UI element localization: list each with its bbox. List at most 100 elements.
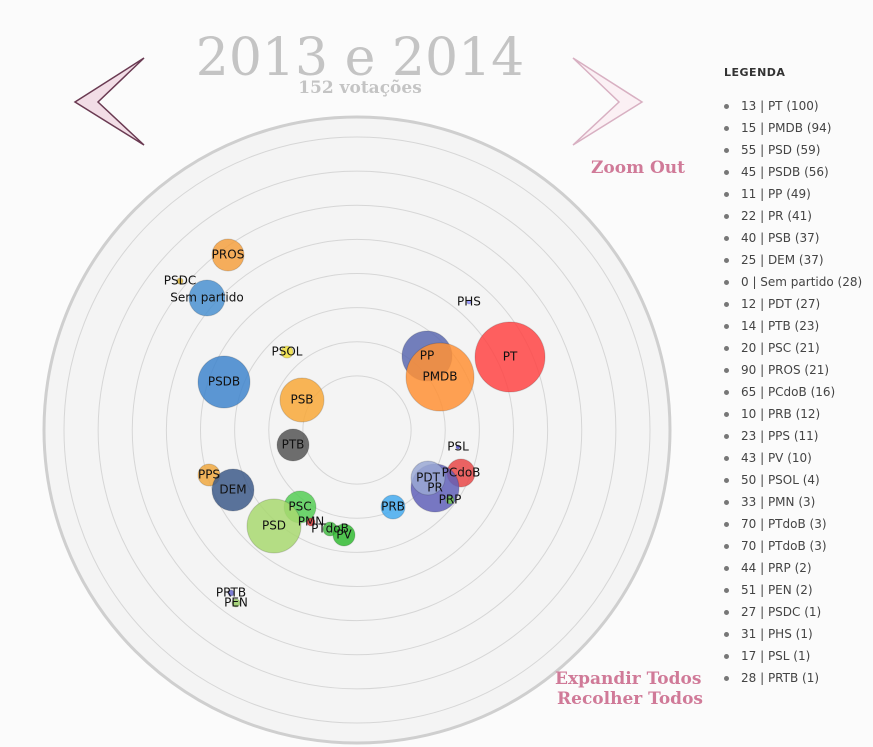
party-bubble[interactable] xyxy=(380,494,406,520)
party-bubble-label: PMN xyxy=(298,515,325,529)
party-bubble[interactable] xyxy=(246,498,302,554)
legend-item[interactable]: 11 | PP (49) xyxy=(724,183,862,205)
party-bubble-chart: PROS PSDC Sem partido PHS PSOL PT PP PMDB PSDB PS… xyxy=(42,115,672,745)
legend-item[interactable]: 65 | PCdoB (16) xyxy=(724,381,862,403)
party-bubble-label: Sem partido xyxy=(170,291,243,305)
legend-item[interactable]: 40 | PSB (37) xyxy=(724,227,862,249)
bullet-icon xyxy=(724,676,729,681)
bullet-icon xyxy=(724,302,729,307)
legend-item[interactable]: 43 | PV (10) xyxy=(724,447,862,469)
chart-ring xyxy=(131,204,583,656)
party-bubble[interactable] xyxy=(227,589,235,597)
bullet-icon xyxy=(724,104,729,109)
party-bubble[interactable] xyxy=(410,460,446,496)
legend-item[interactable]: 10 | PRB (12) xyxy=(724,403,862,425)
chevron-left-icon[interactable] xyxy=(72,55,152,150)
party-bubble[interactable] xyxy=(211,238,245,272)
bullet-icon xyxy=(724,148,729,153)
legend-item[interactable]: 70 | PTdoB (3) xyxy=(724,513,862,535)
party-bubble[interactable] xyxy=(188,279,226,317)
bullet-icon xyxy=(724,280,729,285)
legend-item[interactable]: 15 | PMDB (94) xyxy=(724,117,862,139)
party-bubble-label: PSDB xyxy=(208,375,240,389)
legend-item-label: 33 | PMN (3) xyxy=(741,495,816,509)
legend-item[interactable]: 23 | PPS (11) xyxy=(724,425,862,447)
legend-item-label: 55 | PSD (59) xyxy=(741,143,821,157)
collapse-all-link[interactable]: Recolher Todos xyxy=(557,689,703,709)
party-bubble-label: PDT xyxy=(416,471,440,485)
legend: LEGENDA 13 | PT (100) 15 | PMDB (94) 55 | … xyxy=(724,66,862,689)
party-bubble-label: PR xyxy=(427,481,443,495)
bullet-icon xyxy=(724,478,729,483)
legend-item-label: 25 | DEM (37) xyxy=(741,253,824,267)
legend-item[interactable]: 0 | Sem partido (28) xyxy=(724,271,862,293)
party-bubble[interactable] xyxy=(197,355,251,409)
legend-item[interactable]: 31 | PHS (1) xyxy=(724,623,862,645)
legend-item-label: 70 | PTdoB (3) xyxy=(741,517,827,531)
party-bubble-label: PTdoB xyxy=(311,522,349,536)
bullet-icon xyxy=(724,522,729,527)
party-bubble-label: PP xyxy=(420,349,434,363)
legend-item[interactable]: 51 | PEN (2) xyxy=(724,579,862,601)
party-bubble-label: PSL xyxy=(447,440,469,454)
page-title: 2013 e 2014 xyxy=(195,28,525,88)
party-bubble-label: PV xyxy=(336,528,352,542)
party-bubble[interactable] xyxy=(231,598,241,608)
legend-item[interactable]: 17 | PSL (1) xyxy=(724,645,862,667)
chevron-right-icon[interactable] xyxy=(570,55,650,150)
party-bubble[interactable] xyxy=(280,345,294,359)
bullet-icon xyxy=(724,544,729,549)
legend-item[interactable]: 13 | PT (100) xyxy=(724,95,862,117)
chart-ring xyxy=(165,238,549,622)
party-bubble[interactable] xyxy=(176,277,184,285)
legend-item[interactable]: 27 | PSDC (1) xyxy=(724,601,862,623)
party-bubble[interactable] xyxy=(445,495,455,505)
legend-item-label: 43 | PV (10) xyxy=(741,451,812,465)
bullet-icon xyxy=(724,192,729,197)
party-bubble-label: PRP xyxy=(439,493,462,507)
party-bubble-label: PHS xyxy=(457,295,481,309)
legend-item-label: 12 | PDT (27) xyxy=(741,297,821,311)
legend-item[interactable]: 90 | PROS (21) xyxy=(724,359,862,381)
legend-item[interactable]: 12 | PDT (27) xyxy=(724,293,862,315)
party-bubble-label: PMDB xyxy=(422,370,457,384)
chart-ring xyxy=(302,375,412,485)
legend-item[interactable]: 45 | PSDB (56) xyxy=(724,161,862,183)
legend-title: LEGENDA xyxy=(724,66,786,79)
zoom-out-link[interactable]: Zoom Out xyxy=(591,158,686,178)
party-bubble[interactable] xyxy=(211,468,255,512)
party-bubble-label: PSOL xyxy=(272,345,303,359)
legend-item[interactable]: 22 | PR (41) xyxy=(724,205,862,227)
legend-item[interactable]: 50 | PSOL (4) xyxy=(724,469,862,491)
legend-item[interactable]: 25 | DEM (37) xyxy=(724,249,862,271)
party-bubble-label: PPS xyxy=(198,468,220,482)
party-bubble[interactable] xyxy=(279,377,325,423)
bullet-icon xyxy=(724,346,729,351)
party-bubble[interactable] xyxy=(332,523,356,547)
expand-all-link[interactable]: Expandir Todos xyxy=(555,669,702,689)
party-bubble[interactable] xyxy=(466,299,472,305)
chart-ring xyxy=(234,307,480,553)
legend-item[interactable]: 28 | PRTB (1) xyxy=(724,667,862,689)
legend-item[interactable]: 20 | PSC (21) xyxy=(724,337,862,359)
party-bubble[interactable] xyxy=(405,342,475,412)
legend-item-label: 15 | PMDB (94) xyxy=(741,121,832,135)
party-bubble[interactable] xyxy=(306,517,316,527)
legend-item[interactable]: 55 | PSD (59) xyxy=(724,139,862,161)
bullet-icon xyxy=(724,434,729,439)
legend-item-label: 40 | PSB (37) xyxy=(741,231,820,245)
legend-item-label: 17 | PSL (1) xyxy=(741,649,811,663)
legend-item[interactable]: 70 | PTdoB (3) xyxy=(724,535,862,557)
party-bubble-label: PSD xyxy=(262,519,286,533)
bullet-icon xyxy=(724,500,729,505)
party-bubble[interactable] xyxy=(474,321,546,393)
bullet-icon xyxy=(724,170,729,175)
legend-item[interactable]: 44 | PRP (2) xyxy=(724,557,862,579)
party-bubble[interactable] xyxy=(276,428,310,462)
legend-item-label: 14 | PTB (23) xyxy=(741,319,820,333)
legend-item[interactable]: 14 | PTB (23) xyxy=(724,315,862,337)
chart-ring xyxy=(63,136,651,724)
legend-item[interactable]: 33 | PMN (3) xyxy=(724,491,862,513)
party-bubble[interactable] xyxy=(455,444,461,450)
bullet-icon xyxy=(724,126,729,131)
